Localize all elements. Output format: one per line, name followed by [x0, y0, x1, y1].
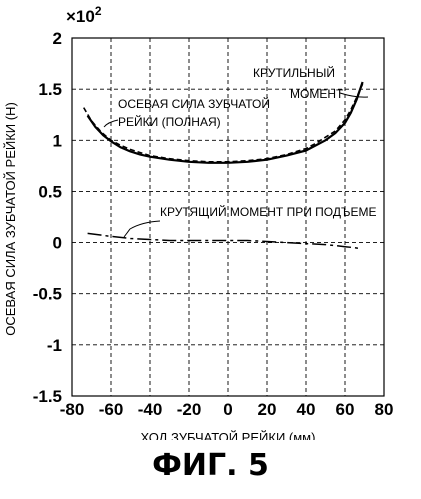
y-tick-label: 0: [53, 234, 62, 253]
y-tick-label: -1.5: [33, 387, 62, 406]
plot-frame: [71, 37, 385, 397]
annotation-torsional-line-2: МОМЕНТ: [290, 87, 344, 101]
annotation-axial-force-line-1: ОСЕВАЯ СИЛА ЗУБЧАТОЙ: [118, 96, 270, 111]
x-tick-label: -80: [60, 400, 85, 419]
y-tick-label: 1: [53, 131, 62, 150]
chart: -80 -60 -40 -20 0 20 40 60 80 2 1.5 1 0.5 0 -0.5 -1 -1.…: [3, 4, 394, 440]
leader-lift-torque: [123, 220, 161, 238]
y-tick-labels: 2 1.5 1 0.5 0 -0.5 -1 -1.5: [33, 29, 62, 406]
y-tick-label: 0.5: [38, 182, 62, 201]
x-tick-label: -60: [99, 400, 124, 419]
leader-axial-force: [103, 119, 119, 128]
y-axis-label: ОСЕВАЯ СИЛА ЗУБЧАТОЙ РЕЙКИ (Н): [3, 102, 18, 336]
y-tick-label: -0.5: [33, 285, 62, 304]
annotation-axial-force-line-2: РЕЙКИ (ПОЛНАЯ): [118, 114, 221, 129]
annotation-torsional-line-1: КРУТИЛЬНЫЙ: [253, 65, 335, 80]
series-line-2: [86, 81, 364, 164]
y-multiplier: ×102: [66, 4, 102, 26]
y-tick-label: -1: [47, 336, 62, 355]
grid-lines: [72, 38, 384, 396]
x-tick-label: 60: [336, 400, 355, 419]
x-tick-label: -20: [177, 400, 202, 419]
x-tick-labels: -80 -60 -40 -20 0 20 40 60 80: [60, 400, 394, 419]
x-axis-label: ХОД ЗУБЧАТОЙ РЕЙКИ (мм): [141, 430, 316, 440]
x-tick-label: 0: [223, 400, 232, 419]
x-tick-label: 20: [258, 400, 277, 419]
annotation-lift-torque: КРУТЯЩИЙ МОМЕНТ ПРИ ПОДЪЕМЕ: [160, 204, 377, 219]
leader-torsional: [339, 92, 369, 98]
figure-label: ФИГ. 5: [152, 448, 269, 483]
y-multiplier-exponent: 2: [95, 4, 102, 18]
x-tick-label: -40: [138, 400, 163, 419]
series-line-3: [87, 232, 361, 250]
x-tick-label: 80: [375, 400, 394, 419]
series-layer: [83, 81, 364, 250]
x-tick-label: 40: [297, 400, 316, 419]
y-tick-label: 2: [53, 29, 62, 48]
y-tick-label: 1.5: [38, 80, 62, 99]
